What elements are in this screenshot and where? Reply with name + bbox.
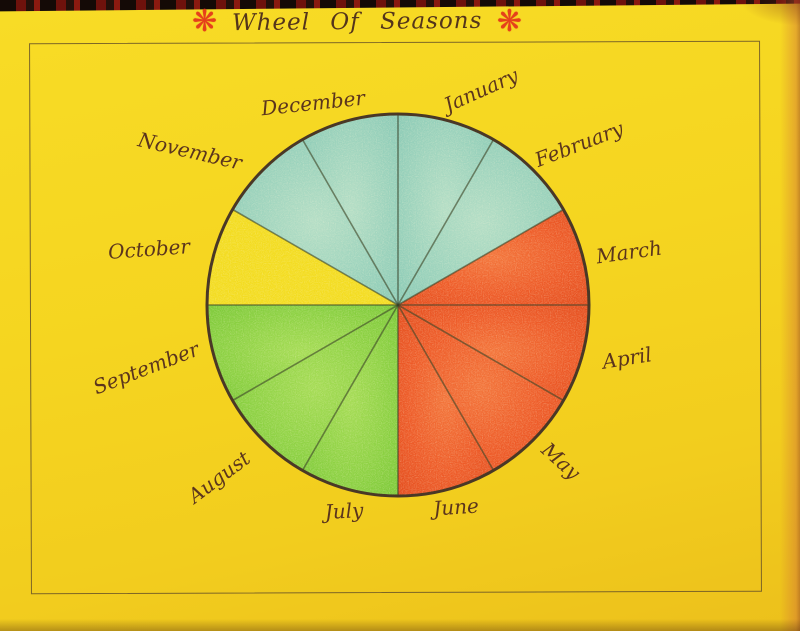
photo-edge-shadow (780, 0, 800, 631)
cloth-background-strip (0, 0, 800, 12)
photo-corner-shadow (740, 0, 800, 26)
segment-divider-line (232, 304, 399, 402)
segment-divider-line (301, 304, 399, 471)
poster-header: ❋ Wheel Of Seasons ❋ (192, 2, 522, 42)
snowflake-icon: ❋ (192, 4, 218, 39)
snowflake-icon: ❋ (496, 4, 522, 39)
photo-bottom-shadow (0, 619, 800, 631)
segment-divider-line (397, 208, 564, 306)
segment-divider-line (397, 304, 564, 402)
month-label-july: July (324, 498, 364, 524)
segment-divider-line (301, 139, 399, 306)
segment-divider-line (397, 304, 495, 471)
segment-divider-line (232, 208, 399, 306)
segment-divider-line (397, 139, 495, 306)
month-label-june: June (432, 493, 480, 521)
